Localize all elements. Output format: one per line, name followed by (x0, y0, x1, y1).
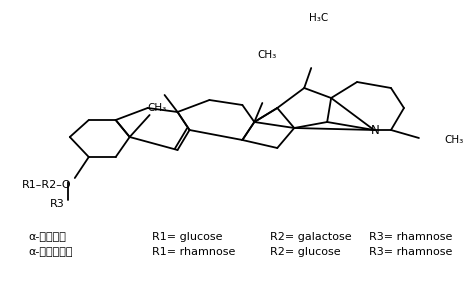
Text: CH₃: CH₃ (148, 103, 167, 113)
Text: H₃C: H₃C (309, 13, 328, 23)
Text: CH₃: CH₃ (258, 50, 277, 60)
Text: R2= glucose: R2= glucose (270, 247, 341, 257)
Text: α-ソラニン: α-ソラニン (28, 232, 66, 242)
Text: CH₃: CH₃ (445, 135, 464, 145)
Text: R3= rhamnose: R3= rhamnose (369, 232, 452, 242)
Text: R1–R2–O: R1–R2–O (22, 180, 71, 190)
Text: R3= rhamnose: R3= rhamnose (369, 247, 452, 257)
Text: R2= galactose: R2= galactose (270, 232, 352, 242)
Text: α-チャコニン: α-チャコニン (28, 247, 72, 257)
Text: R1= rhamnose: R1= rhamnose (152, 247, 235, 257)
Text: R3: R3 (50, 199, 65, 209)
Text: R1= glucose: R1= glucose (152, 232, 222, 242)
Text: N: N (371, 123, 379, 136)
